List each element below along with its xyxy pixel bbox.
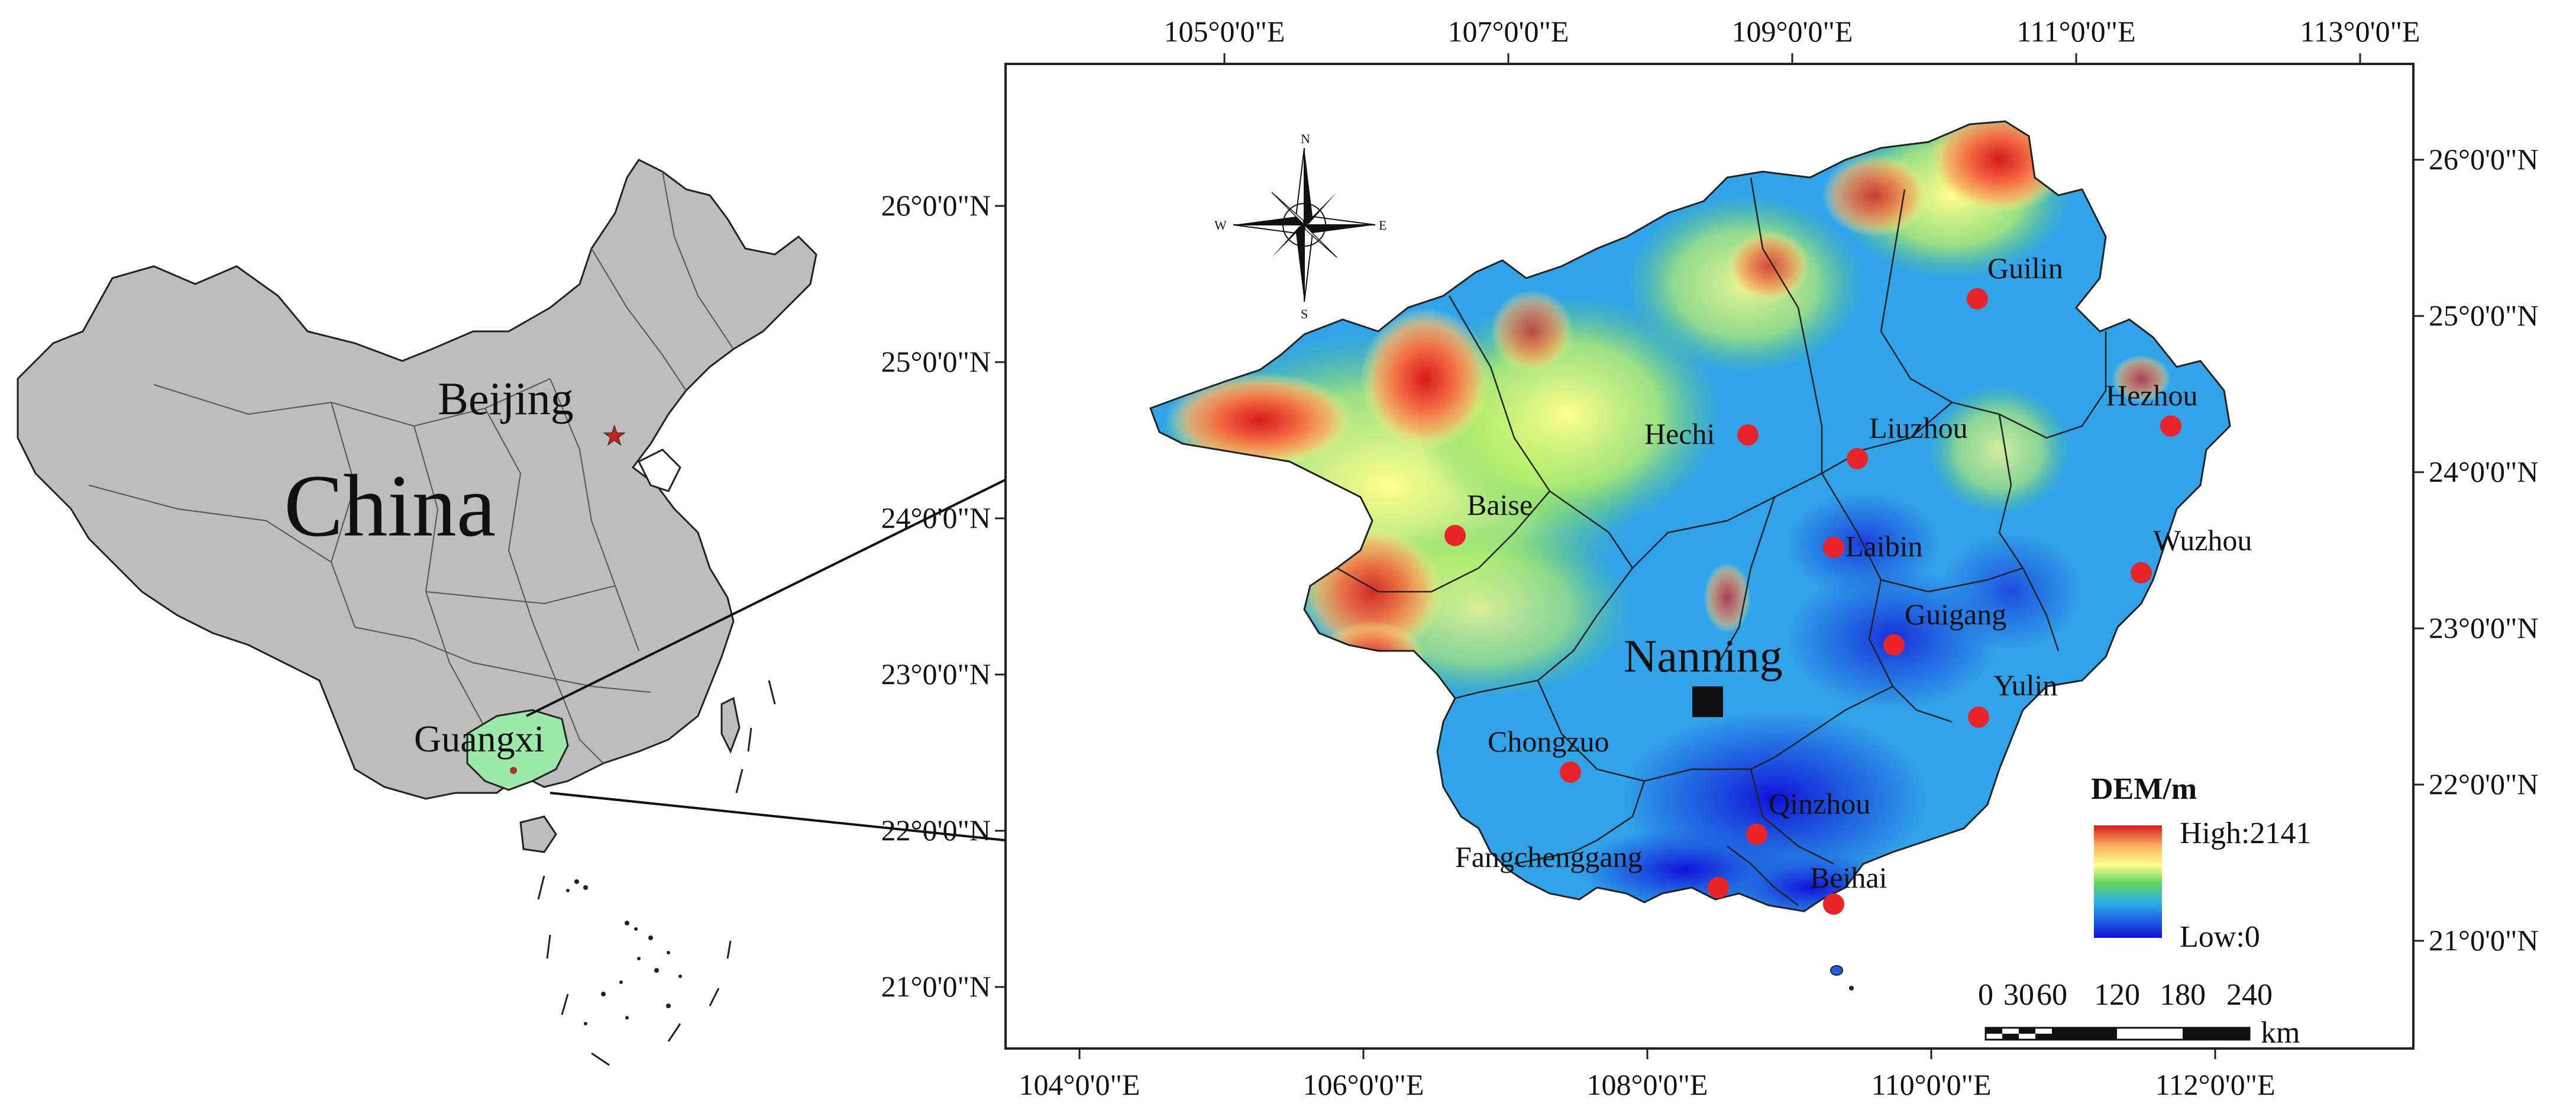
city-marker-chongzuo [1560,762,1581,783]
compass-s-label: S [1301,307,1308,321]
guangxi-inset-label: Guangxi [414,718,544,760]
city-marker-qinzhou [1746,824,1767,845]
city-marker-fangchenggang [1708,877,1729,898]
bottom-tick-label: 110°0'0"E [1871,1068,1991,1101]
compass-rose: N S E W [1214,131,1386,321]
right-tick-label: 26°0'0"N [2429,143,2539,176]
scale-bar: 0 30 60 120 180 240 km [1978,978,2300,1050]
south-china-sea-dashes [537,680,776,1066]
city-label-baise: Baise [1467,488,1533,521]
island-dots [566,879,682,1025]
city-label-guigang: Guigang [1905,598,2006,631]
city-labels: Guilin Hezhou Hechi Liuzhou Baise Laibin… [1455,251,2252,894]
compass-n-label: N [1301,131,1310,146]
city-marker-liuzhou [1847,448,1868,469]
city-marker-yulin [1968,706,1989,728]
left-tick-label: 22°0'0"N [881,814,991,847]
beijing-star-icon: ★ [602,420,626,451]
top-tick-labels: 105°0'0"E 107°0'0"E 109°0'0"E 111°0'0"E … [1164,15,2420,48]
city-label-wuzhou: Wuzhou [2153,524,2252,557]
scale-label: 120 [2094,978,2140,1012]
scale-label: 0 [1978,978,1993,1012]
left-tick-labels: 26°0'0"N 25°0'0"N 24°0'0"N 23°0'0"N 22°0… [881,189,991,1003]
bottom-tick-label: 104°0'0"E [1019,1068,1140,1101]
top-tick-label: 111°0'0"E [2016,15,2135,48]
city-label-qinzhou: Qinzhou [1769,787,1870,820]
china-northeast-coast [637,449,681,492]
top-tick-label: 113°0'0"E [2300,15,2420,48]
right-tick-label: 21°0'0"N [2429,924,2539,957]
compass-w-label: W [1214,218,1227,233]
capital-marker-nanning [1692,686,1723,717]
left-tick-label: 23°0'0"N [881,657,991,691]
city-marker-baise [1444,525,1466,546]
right-tick-label: 24°0'0"N [2429,455,2539,488]
scale-label: 60 [2037,978,2067,1012]
province-borders [88,171,734,776]
city-label-chongzuo: Chongzuo [1488,725,1609,758]
city-label-fangchenggang: Fangchenggang [1455,840,1643,873]
right-tick-label: 25°0'0"N [2429,299,2539,332]
top-tick-label: 109°0'0"E [1732,15,1853,48]
china-inset: China Beijing ★ Guangxi [17,159,817,1066]
right-tick-label: 23°0'0"N [2429,611,2539,644]
scale-label: 240 [2226,978,2273,1012]
city-marker-beihai [1823,893,1844,915]
legend-title: DEM/m [2091,772,2197,806]
top-tick-label: 107°0'0"E [1448,15,1569,48]
city-marker-guigang [1883,634,1905,656]
city-marker-wuzhou [2131,562,2152,583]
bottom-tick-label: 108°0'0"E [1587,1068,1708,1101]
bottom-tick-label: 112°0'0"E [2155,1068,2275,1101]
city-label-liuzhou: Liuzhou [1869,411,1968,444]
scale-unit-label: km [2261,1016,2300,1050]
legend-color-ramp [2094,825,2162,938]
china-label: China [284,457,496,555]
china-outline [17,159,817,800]
weizhou-island [1830,965,1843,976]
scale-label: 180 [2160,978,2206,1012]
city-label-beihai: Beihai [1810,861,1887,894]
city-markers [1444,288,2181,915]
city-label-hezhou: Hezhou [2106,379,2198,412]
city-marker-hechi [1737,424,1759,446]
right-tick-label: 22°0'0"N [2429,767,2539,801]
left-tick-label: 25°0'0"N [881,345,991,378]
legend-low-label: Low:0 [2180,920,2260,954]
city-label-guilin: Guilin [1987,251,2063,285]
top-tick-label: 105°0'0"E [1164,15,1285,48]
xieyang-island [1849,986,1854,991]
city-label-yulin: Yulin [1993,669,2057,702]
scale-label: 30 [2003,978,2034,1012]
left-tick-label: 26°0'0"N [881,189,991,222]
taiwan-island [720,696,741,754]
capital-label-nanning: Nanning [1624,630,1783,682]
city-label-laibin: Laibin [1845,530,1923,563]
prefecture-borders [1336,177,2107,906]
compass-e-label: E [1379,218,1386,233]
city-marker-laibin [1823,537,1844,558]
guangxi-inset-region [466,709,569,791]
left-tick-label: 24°0'0"N [881,501,991,534]
right-tick-labels: 26°0'0"N 25°0'0"N 24°0'0"N 23°0'0"N 22°0… [2429,143,2539,957]
legend-high-label: High:2141 [2180,817,2311,850]
graticule-ticks [995,53,2424,1059]
city-marker-guilin [1967,288,1988,309]
left-tick-label: 21°0'0"N [881,970,991,1003]
city-label-hechi: Hechi [1644,417,1715,450]
nanning-inset-dot [510,767,517,774]
bottom-tick-label: 106°0'0"E [1303,1068,1424,1101]
hainan-island [519,815,557,853]
beijing-label: Beijing [438,373,574,424]
dem-legend: DEM/m High:2141 Low:0 [2091,772,2311,954]
city-marker-hezhou [2160,415,2181,437]
bottom-tick-labels: 104°0'0"E 106°0'0"E 108°0'0"E 110°0'0"E … [1019,1068,2276,1101]
